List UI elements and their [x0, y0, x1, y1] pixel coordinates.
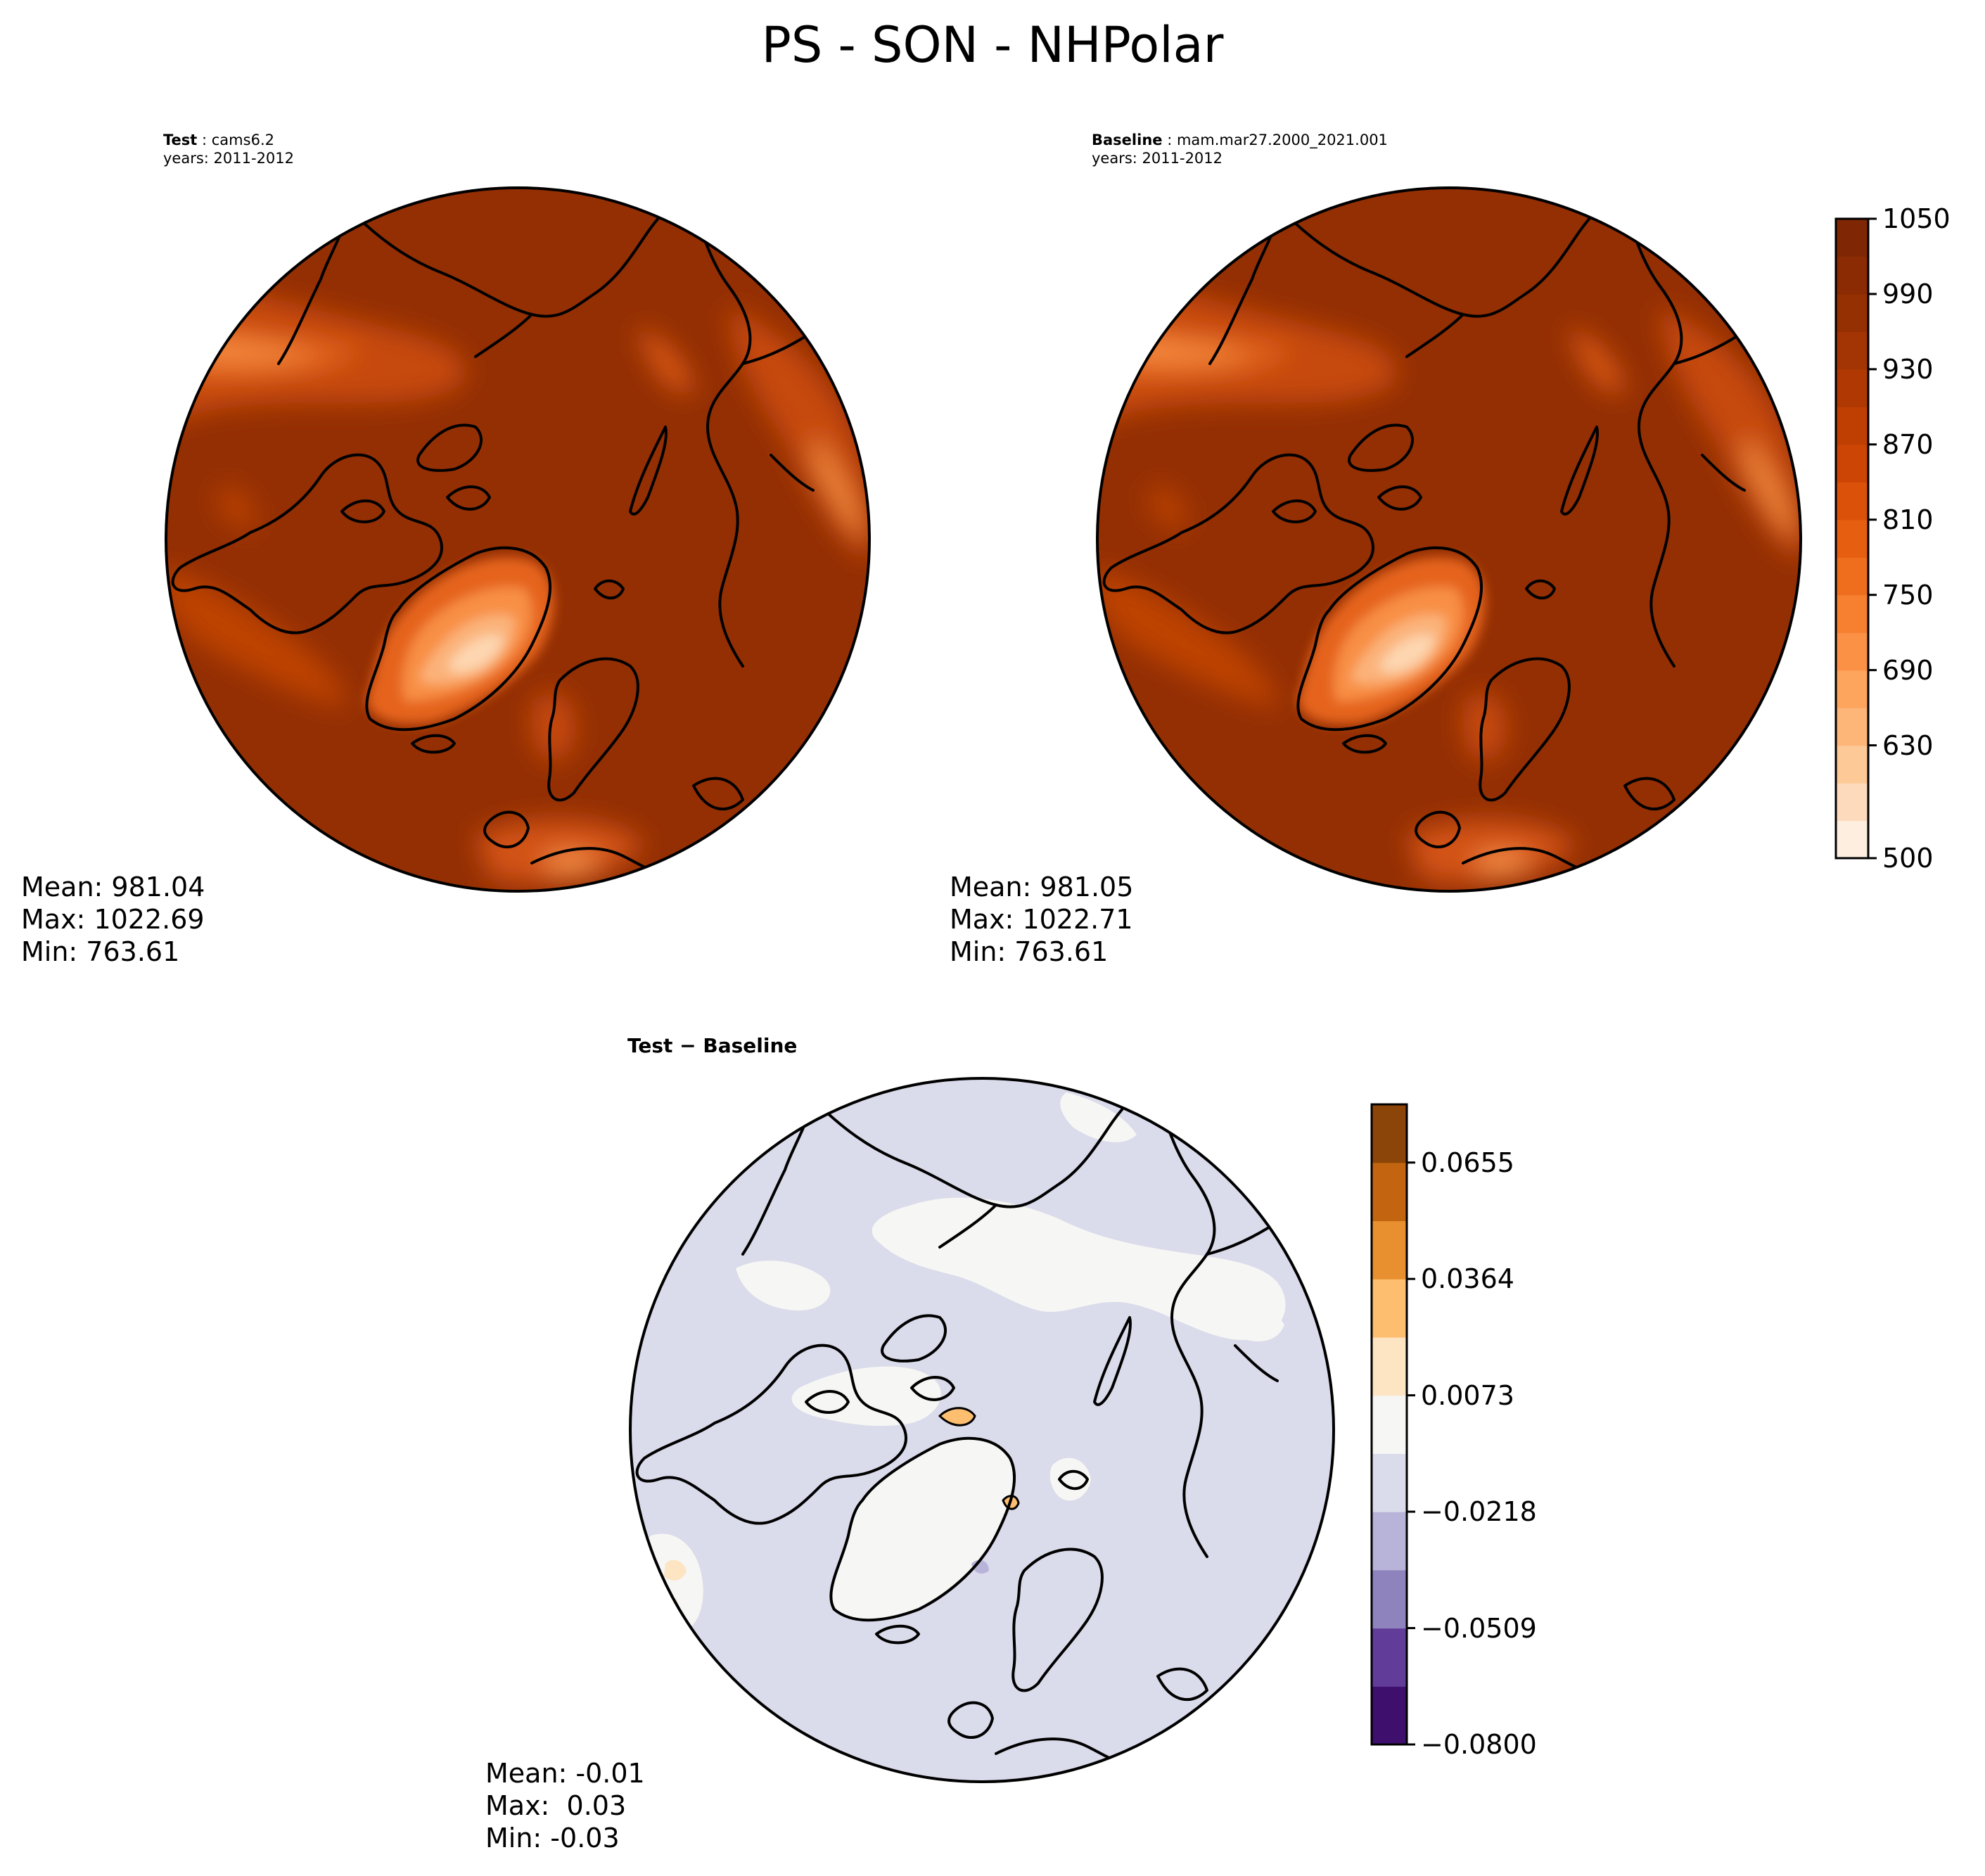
colorbar-swatch — [1836, 293, 1868, 333]
colorbar-tick-label: −0.0218 — [1421, 1496, 1537, 1528]
test-label: Test — [163, 132, 198, 148]
colorbar-swatch — [1372, 1512, 1407, 1571]
colorbar-swatch — [1836, 632, 1868, 671]
baseline-case-name: mam.mar27.2000_2021.001 — [1176, 132, 1388, 148]
baseline-panel-title: Baseline : mam.mar27.2000_2021.001 years… — [1092, 132, 1388, 167]
colorbar-swatch — [1836, 783, 1868, 822]
baseline-label: Baseline — [1092, 132, 1163, 148]
colorbar-swatch — [1836, 407, 1868, 445]
colorbar-tick-label: 500 — [1882, 843, 1934, 874]
colorbar-tick-label: 990 — [1882, 278, 1934, 310]
colorbar-swatch — [1372, 1336, 1407, 1396]
colorbar-tick-label: 930 — [1882, 353, 1934, 385]
colorbar-swatch — [1836, 369, 1868, 407]
colorbar-swatch — [1836, 820, 1868, 859]
colorbar-swatch — [1836, 519, 1868, 558]
colorbar-swatch — [1372, 1453, 1407, 1512]
colorbar-swatch — [1372, 1686, 1407, 1745]
difference-stats: Mean: -0.01 Max: 0.03 Min: -0.03 — [485, 1757, 645, 1854]
colorbar-tick-label: 870 — [1882, 428, 1934, 460]
difference-min: Min: -0.03 — [485, 1823, 620, 1853]
difference-max: Max: 0.03 — [485, 1790, 627, 1821]
colorbar-tick-label: −0.0800 — [1421, 1729, 1537, 1760]
colorbar-swatch — [1372, 1220, 1407, 1280]
baseline-min: Min: 763.61 — [950, 936, 1109, 967]
colorbar-swatch — [1372, 1104, 1407, 1163]
colorbar-swatch — [1372, 1162, 1407, 1222]
baseline-map — [1096, 186, 1802, 893]
difference-panel-title: Test − Baseline — [627, 1034, 798, 1057]
colorbar-frame — [1834, 217, 1870, 860]
colorbar-tick-label: 750 — [1882, 579, 1934, 611]
colorbar-swatch — [1836, 670, 1868, 708]
test-panel-title: Test : cams6.2 years: 2011-2012 — [163, 132, 295, 167]
test-case-name: cams6.2 — [211, 132, 274, 148]
test-max: Max: 1022.69 — [21, 904, 205, 935]
colorbar-tick-label: 630 — [1882, 729, 1934, 761]
test-mean: Mean: 981.04 — [21, 872, 205, 902]
difference-mean: Mean: -0.01 — [485, 1758, 645, 1789]
test-stats: Mean: 981.04 Max: 1022.69 Min: 763.61 — [21, 871, 205, 968]
colorbar-swatch — [1372, 1628, 1407, 1687]
colorbar-tick-label: 0.0364 — [1421, 1263, 1514, 1295]
difference-colorbar — [1370, 1103, 1415, 1746]
colorbar-tick-label: 810 — [1882, 504, 1934, 535]
colorbar-frame — [1370, 1103, 1408, 1746]
colorbar-swatch — [1836, 594, 1868, 633]
colorbar-swatch — [1836, 482, 1868, 521]
difference-map — [629, 1077, 1335, 1783]
colorbar-swatch — [1836, 331, 1868, 370]
colorbar-swatch — [1836, 557, 1868, 596]
baseline-stats: Mean: 981.05 Max: 1022.71 Min: 763.61 — [950, 871, 1133, 968]
colorbar-swatch — [1372, 1279, 1407, 1338]
test-min: Min: 763.61 — [21, 936, 180, 967]
baseline-max: Max: 1022.71 — [950, 904, 1133, 935]
colorbar-swatch — [1836, 219, 1868, 257]
figure-title: PS - SON - NHPolar — [761, 16, 1224, 74]
main-colorbar — [1834, 217, 1877, 860]
test-years: years: 2011-2012 — [163, 150, 295, 167]
colorbar-swatch — [1836, 708, 1868, 746]
colorbar-swatch — [1836, 256, 1868, 295]
colorbar-swatch — [1836, 745, 1868, 784]
colorbar-swatch — [1836, 444, 1868, 483]
baseline-mean: Mean: 981.05 — [950, 872, 1134, 902]
test-map — [165, 186, 871, 893]
colorbar-tick-label: 690 — [1882, 654, 1934, 686]
colorbar-tick-label: −0.0509 — [1421, 1612, 1537, 1644]
colorbar-tick-label: 0.0655 — [1421, 1147, 1514, 1178]
colorbar-swatch — [1372, 1395, 1407, 1454]
colorbar-swatch — [1372, 1569, 1407, 1629]
baseline-years: years: 2011-2012 — [1092, 150, 1223, 167]
colorbar-tick-label: 1050 — [1882, 203, 1951, 234]
colorbar-tick-label: 0.0073 — [1421, 1379, 1514, 1411]
